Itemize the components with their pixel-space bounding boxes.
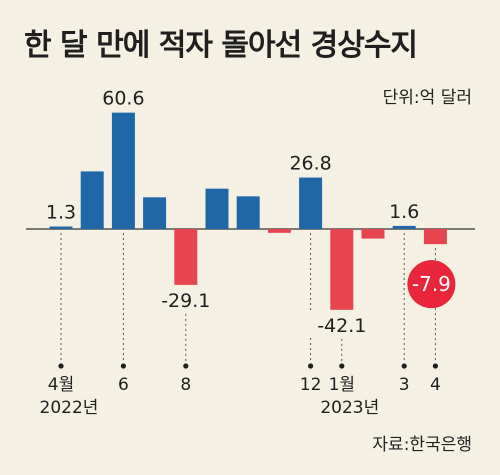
- bar-2023-02: [361, 229, 385, 239]
- tick-dot: [432, 363, 438, 369]
- highlight-badge: [407, 260, 456, 309]
- value-label: -7.9: [412, 272, 451, 296]
- x-tick-label: 3: [399, 375, 410, 395]
- year-label: 2023년: [320, 398, 379, 418]
- bar-2022-10: [236, 196, 260, 229]
- bar-2022-09: [205, 188, 229, 229]
- bar-2022-04: [49, 226, 73, 229]
- bar-2022-08: [174, 229, 198, 285]
- value-label: -42.1: [317, 315, 366, 337]
- x-tick-label: 12: [300, 375, 322, 395]
- unit-label: 단위:억 달러: [382, 88, 472, 108]
- tick-dot: [401, 363, 407, 369]
- value-label-bg: [153, 287, 218, 313]
- chart-title: 한 달 만에 적자 돌아선 경상수지: [24, 28, 418, 63]
- value-label-bg: [309, 312, 374, 338]
- value-label: -29.1: [161, 290, 210, 312]
- value-label: 60.6: [102, 88, 144, 110]
- x-tick-label: 8: [180, 375, 191, 395]
- x-tick-label: 4월: [48, 375, 74, 395]
- value-label: 26.8: [289, 153, 331, 175]
- bar-2023-03: [392, 225, 416, 229]
- source-label: 자료:한국은행: [372, 435, 472, 455]
- year-label: 2022년: [40, 398, 99, 418]
- tick-dot: [58, 363, 64, 369]
- tick-dot: [183, 363, 189, 369]
- bar-2022-06: [111, 112, 135, 229]
- tick-dot: [120, 363, 126, 369]
- bar-2022-07: [143, 197, 167, 229]
- x-tick-label: 1월: [329, 375, 355, 395]
- value-label: 1.6: [389, 201, 419, 223]
- x-tick-label: 4: [430, 375, 441, 395]
- bar-2022-12: [299, 177, 323, 229]
- tick-dot: [308, 363, 314, 369]
- bar-2023-01: [330, 229, 354, 310]
- tick-dot: [339, 363, 345, 369]
- bar-2023-04: [423, 229, 447, 245]
- bar-2022-05: [80, 171, 104, 229]
- x-tick-label: 6: [118, 375, 129, 395]
- value-label: 1.3: [46, 202, 76, 224]
- bar-2022-11: [267, 229, 291, 233]
